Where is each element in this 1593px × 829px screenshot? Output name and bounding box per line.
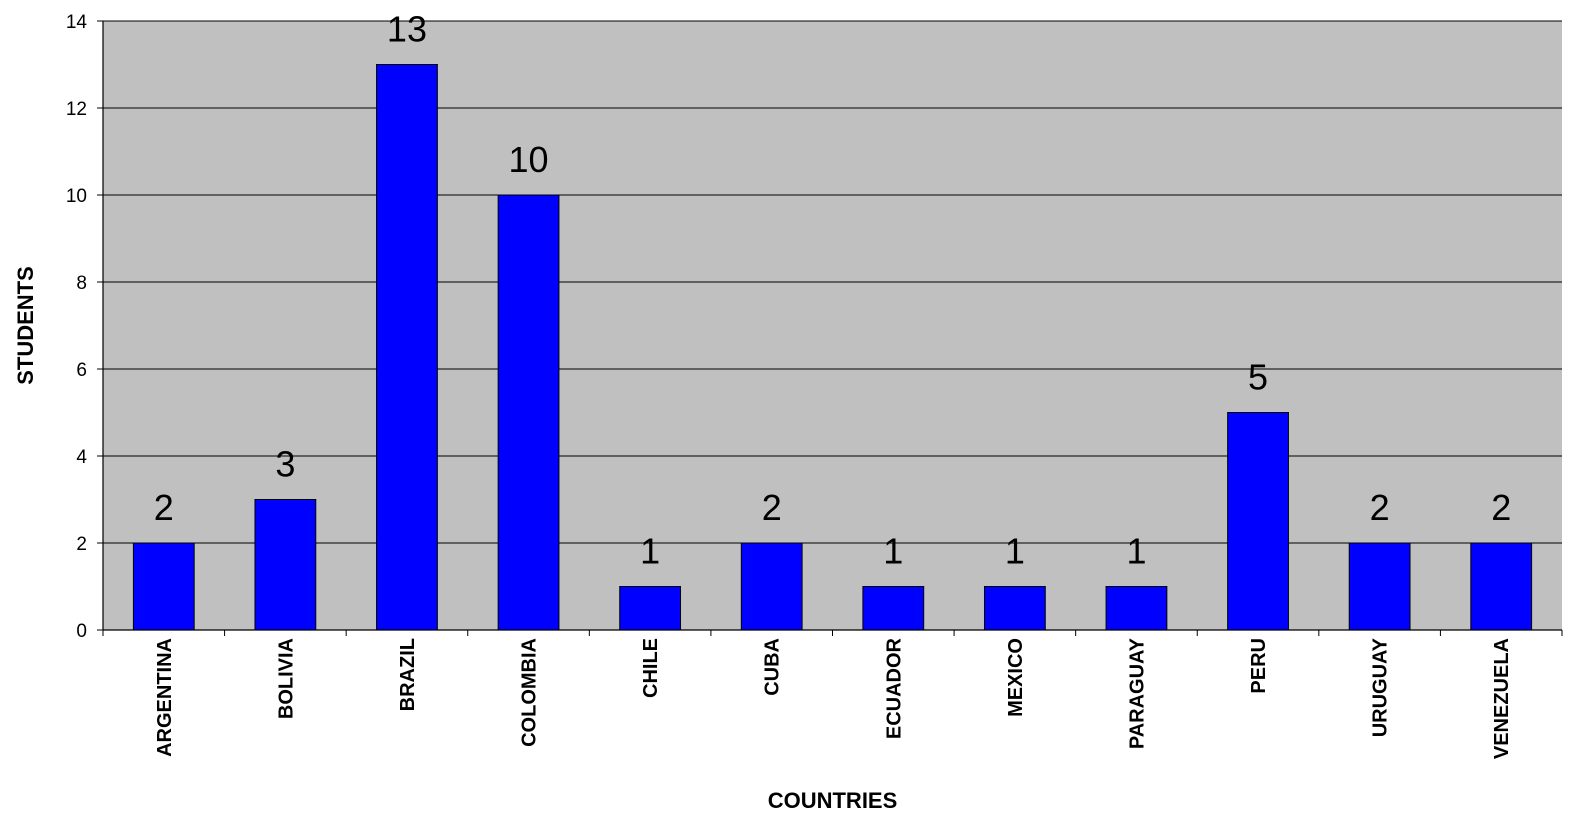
- x-tick-label: CUBA: [762, 638, 784, 696]
- data-label: 2: [762, 487, 782, 528]
- x-axis-title: COUNTRIES: [768, 788, 898, 813]
- x-tick-label: PERU: [1248, 638, 1270, 694]
- y-axis-title: STUDENTS: [13, 266, 38, 385]
- data-label: 5: [1248, 357, 1268, 398]
- x-tick-label: BOLIVIA: [275, 638, 297, 719]
- data-label: 13: [387, 9, 427, 50]
- data-label: 1: [883, 531, 903, 572]
- y-tick-label: 12: [66, 99, 87, 120]
- bar-colombia: [497, 194, 560, 631]
- bars: [132, 64, 1533, 631]
- bar-chile: [619, 586, 682, 631]
- x-tick-label: PARAGUAY: [1126, 637, 1148, 749]
- data-labels: 2 3 13 10 1 2 1 1 1 5 2 2: [154, 9, 1511, 572]
- y-tick-label: 14: [66, 12, 88, 33]
- data-label: 3: [275, 444, 295, 485]
- x-tick-label: MEXICO: [1005, 638, 1027, 717]
- x-tick-label: URUGUAY: [1370, 637, 1392, 737]
- data-label: 10: [509, 139, 549, 180]
- bar-brazil: [376, 64, 438, 631]
- bar-bolivia: [254, 499, 317, 631]
- plot-area: [103, 21, 1562, 630]
- y-tick-label: 8: [76, 273, 87, 294]
- bar-ecuador: [862, 586, 925, 631]
- y-tick-label: 0: [76, 621, 87, 642]
- x-tick-label: CHILE: [640, 638, 662, 698]
- data-label: 1: [1126, 531, 1146, 572]
- bar-paraguay: [1105, 586, 1168, 631]
- bar-argentina: [132, 542, 195, 631]
- data-label: 1: [1005, 531, 1025, 572]
- bar-peru: [1227, 412, 1289, 631]
- data-label: 2: [1491, 487, 1511, 528]
- y-tick-label: 2: [76, 534, 87, 555]
- data-label: 1: [640, 531, 660, 572]
- bar-cuba: [740, 542, 803, 631]
- bar-mexico: [983, 586, 1046, 631]
- x-tick-label: COLOMBIA: [519, 638, 541, 747]
- y-tick-label: 4: [76, 447, 87, 468]
- data-label: 2: [154, 487, 174, 528]
- data-label: 2: [1370, 487, 1390, 528]
- y-tick-label: 6: [76, 360, 87, 381]
- y-tick-label: 10: [66, 186, 87, 207]
- x-tick-label: ARGENTINA: [154, 638, 176, 757]
- gridlines: [103, 20, 1562, 544]
- bar-uruguay: [1348, 542, 1411, 631]
- x-tick-label: VENEZUELA: [1491, 638, 1513, 759]
- x-tick-label: BRAZIL: [397, 638, 419, 711]
- x-tick-label: ECUADOR: [883, 637, 905, 739]
- bar-venezuela: [1470, 542, 1533, 631]
